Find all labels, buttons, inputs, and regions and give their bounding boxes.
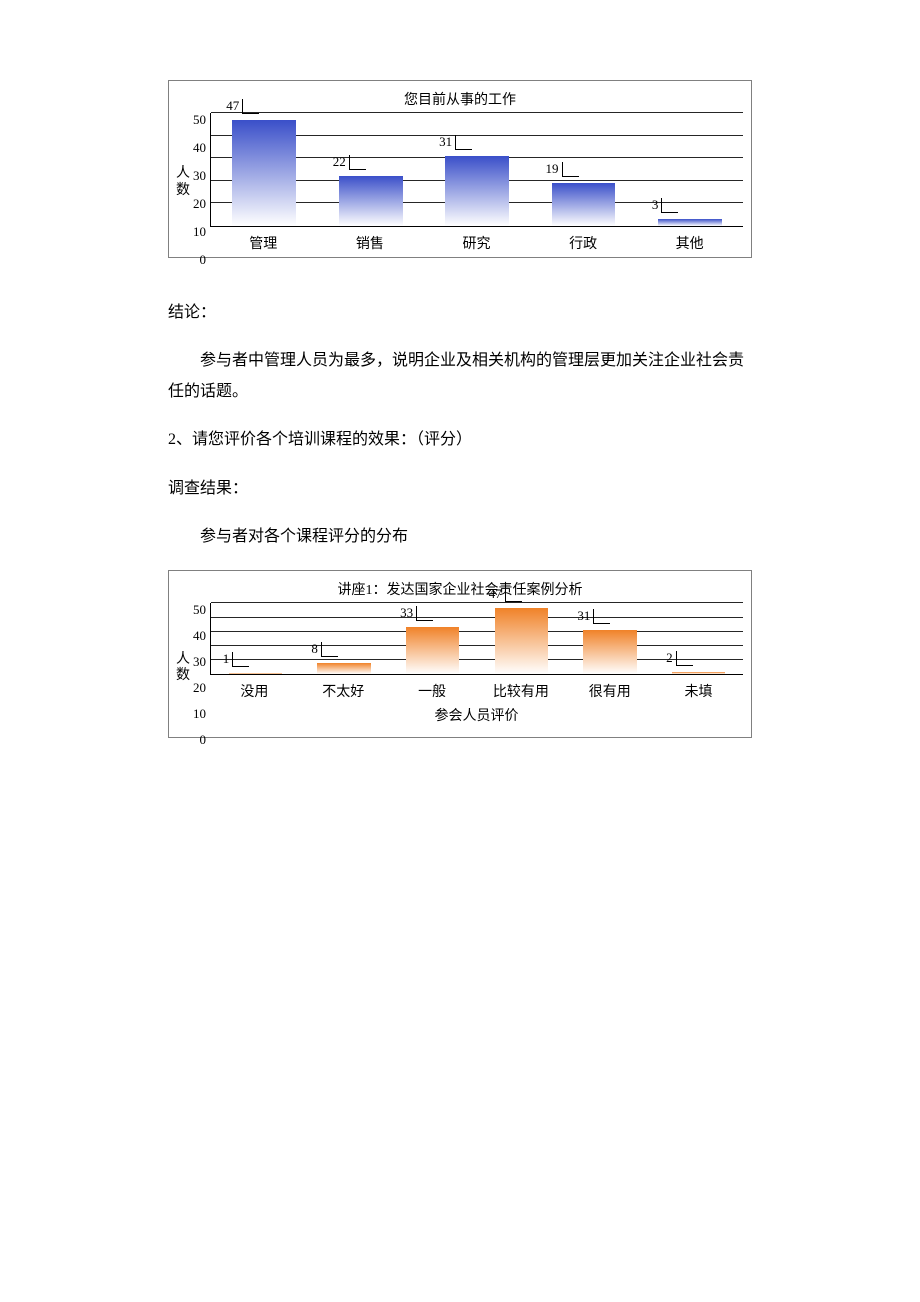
bar: 47 xyxy=(495,608,548,675)
bar-slot: 31 xyxy=(424,113,530,226)
x-category-label: 销售 xyxy=(317,233,424,253)
chart-job-ylabel: 人数 xyxy=(173,113,193,253)
bar: 8 xyxy=(317,663,370,674)
x-category-label: 很有用 xyxy=(565,681,654,701)
chart-lecture1-ylabel: 人数 xyxy=(173,603,193,733)
x-category-label: 不太好 xyxy=(299,681,388,701)
bar: 47 xyxy=(232,120,296,226)
x-category-label: 没用 xyxy=(210,681,299,701)
bar-value-label: 31 xyxy=(439,134,527,150)
bars-row: 47 22 31 19 3 xyxy=(211,113,743,226)
bar-value-label: 8 xyxy=(311,641,388,657)
bar-slot: 33 xyxy=(388,603,477,674)
bar-value-label: 33 xyxy=(400,605,477,621)
chart-job-plotwrap: 50403020100 47 22 31 19 3 管理销售研究行政其他 xyxy=(193,113,743,253)
x-category-label: 其他 xyxy=(636,233,743,253)
bars-row: 183347312 xyxy=(211,603,743,674)
x-category-label: 研究 xyxy=(423,233,530,253)
chart-lecture1-yticks: 50403020100 xyxy=(193,603,210,733)
chart-lecture1-title: 讲座1：发达国家企业社会责任案例分析 xyxy=(169,571,751,599)
bar: 2 xyxy=(672,672,725,675)
bar-slot: 3 xyxy=(637,113,743,226)
x-category-label: 管理 xyxy=(210,233,317,253)
chart-job-plot: 47 22 31 19 3 xyxy=(210,113,743,227)
bar-slot: 31 xyxy=(566,603,655,674)
chart-job-body: 人数 50403020100 47 22 31 19 3 管理销售研究行政其他 xyxy=(169,109,751,257)
chart-lecture1-xcats: 没用不太好一般比较有用很有用未填 xyxy=(210,675,743,701)
bar-value-label: 19 xyxy=(546,161,634,177)
chart-lecture1-xlabel: 参会人员评价 xyxy=(210,701,743,733)
document-page: 您目前从事的工作 人数 50403020100 472231193 管理销售研究… xyxy=(0,0,920,878)
bar-value-label: 2 xyxy=(666,650,743,666)
chart-lecture1-body: 人数 50403020100 183347312 没用不太好一般比较有用很有用未… xyxy=(169,599,751,737)
bar: 31 xyxy=(445,156,509,226)
chart-lecture1-plot: 183347312 xyxy=(210,603,743,675)
bar: 3 xyxy=(658,219,722,226)
question-2: 2、请您评价各个培训课程的效果：（评分） xyxy=(168,425,752,455)
bar-slot: 19 xyxy=(530,113,636,226)
x-category-label: 一般 xyxy=(388,681,477,701)
bar-slot: 1 xyxy=(211,603,300,674)
bar-slot: 47 xyxy=(211,113,317,226)
bar: 33 xyxy=(406,627,459,674)
survey-result-heading: 调查结果： xyxy=(168,474,752,504)
bar: 31 xyxy=(583,630,636,674)
bar-value-label: 3 xyxy=(652,197,740,213)
bar-value-label: 47 xyxy=(226,98,314,114)
chart-lecture1: 讲座1：发达国家企业社会责任案例分析 人数 50403020100 183347… xyxy=(168,570,752,738)
chart-job-yticks: 50403020100 xyxy=(193,113,210,253)
bar: 22 xyxy=(339,176,403,226)
bar-slot: 2 xyxy=(654,603,743,674)
conclusion-body: 参与者中管理人员为最多，说明企业及相关机构的管理层更加关注企业社会责任的话题。 xyxy=(168,346,752,407)
x-category-label: 行政 xyxy=(530,233,637,253)
bar-slot: 22 xyxy=(317,113,423,226)
bar: 19 xyxy=(552,183,616,226)
distribution-intro: 参与者对各个课程评分的分布 xyxy=(168,522,752,552)
bar-value-label: 1 xyxy=(223,651,300,667)
conclusion-heading: 结论： xyxy=(168,298,752,328)
chart-job-xcats: 管理销售研究行政其他 xyxy=(210,227,743,253)
x-category-label: 比较有用 xyxy=(476,681,565,701)
bar-value-label: 22 xyxy=(333,154,421,170)
x-category-label: 未填 xyxy=(654,681,743,701)
bar: 1 xyxy=(229,673,282,674)
bar-value-label: 47 xyxy=(489,586,566,602)
bar-slot: 47 xyxy=(477,603,566,674)
bar-value-label: 31 xyxy=(577,608,654,624)
bar-slot: 8 xyxy=(300,603,389,674)
chart-job: 您目前从事的工作 人数 50403020100 472231193 管理销售研究… xyxy=(168,80,752,258)
chart-lecture1-plotwrap: 50403020100 183347312 没用不太好一般比较有用很有用未填 参… xyxy=(193,603,743,733)
